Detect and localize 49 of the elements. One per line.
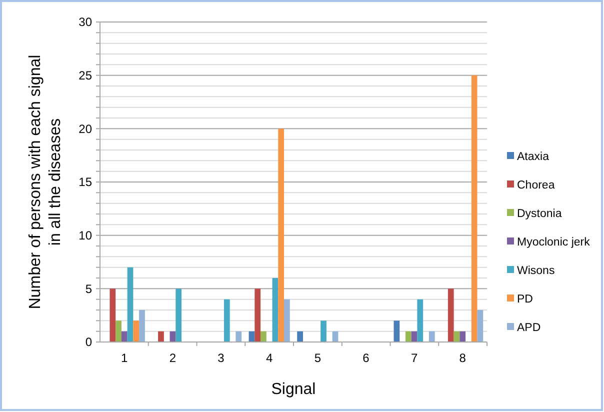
y-tick-label: 25 [78, 68, 92, 83]
legend-label: Chorea [517, 180, 556, 192]
x-tick-label: 7 [410, 351, 418, 365]
bar [116, 320, 122, 342]
legend-label: Dystonia [517, 208, 562, 220]
legend-label: Wisons [517, 265, 555, 278]
bar [176, 288, 182, 342]
y-tick-label: 20 [78, 122, 92, 136]
bar [260, 331, 266, 342]
bar [405, 331, 412, 342]
bar [139, 310, 145, 342]
bar [460, 331, 466, 342]
bar [284, 299, 290, 342]
bar [224, 299, 230, 342]
bar [297, 331, 303, 342]
bar [448, 288, 454, 342]
y-tick-label: 15 [78, 175, 92, 190]
bar [394, 320, 400, 342]
bar [236, 331, 242, 342]
legend-label: Myoclonic jerk [517, 236, 590, 249]
bar [158, 331, 164, 342]
bar [278, 128, 284, 342]
bar [471, 75, 478, 342]
x-tick-label: 5 [314, 351, 322, 365]
legend-label: Ataxia [517, 151, 550, 164]
x-tick-label: 1 [121, 351, 128, 365]
bar [133, 320, 140, 342]
y-tick-label: 30 [78, 15, 92, 30]
legend-label: PD [517, 294, 533, 306]
bar [272, 278, 278, 342]
bar [254, 288, 261, 342]
x-tick-label: 2 [169, 351, 176, 365]
bar [121, 331, 128, 342]
bar [428, 331, 435, 342]
y-axis-title: Number of persons with each signal in all the diseases [27, 54, 64, 310]
x-tick-label: 4 [266, 351, 273, 365]
bar [417, 299, 424, 342]
x-axis-title: Signal [271, 381, 316, 398]
y-tick-label: 5 [85, 282, 92, 296]
x-tick-label: 6 [362, 351, 370, 365]
bar [320, 320, 326, 342]
y-tick-label: 10 [78, 228, 92, 243]
y-tick-label: 0 [85, 335, 92, 350]
bar [110, 288, 116, 342]
x-tick-label: 3 [218, 351, 225, 365]
legend-label: APD [517, 322, 541, 334]
bar [127, 267, 134, 342]
bar [477, 310, 484, 342]
x-tick-label: 8 [459, 351, 466, 365]
